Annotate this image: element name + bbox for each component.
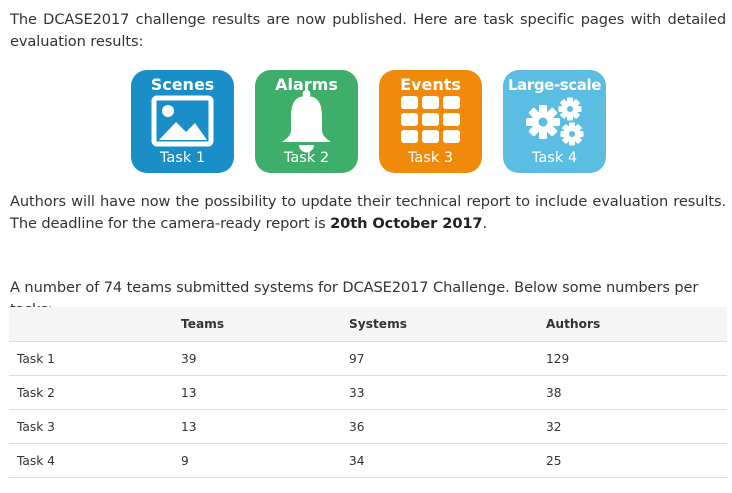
- tile-task-label: Task 2: [283, 150, 330, 166]
- cell-task: Task 2: [9, 375, 173, 410]
- cell-authors: 129: [538, 341, 727, 376]
- cell-systems: 33: [341, 375, 538, 410]
- bell-icon: [282, 90, 331, 153]
- header-authors: Authors: [538, 307, 727, 342]
- cell-task: Task 1: [9, 341, 173, 376]
- task2-alarms-tile[interactable]: Alarms Task 2: [255, 70, 358, 173]
- cell-authors: 25: [538, 443, 727, 478]
- tile-title: Alarms: [275, 75, 338, 94]
- cell-teams: 13: [173, 409, 341, 444]
- cell-teams: 39: [173, 341, 341, 376]
- header-systems: Systems: [341, 307, 538, 342]
- image-icon: [151, 95, 214, 147]
- authors-note-end: .: [482, 215, 488, 232]
- results-table: Teams Systems Authors Task 1 39 97 129 T…: [9, 307, 727, 478]
- header-task: [9, 307, 173, 342]
- table-header-row: Teams Systems Authors: [9, 307, 727, 342]
- cell-teams: 9: [173, 443, 341, 478]
- authors-note-text: Authors will have now the possibility to…: [10, 193, 726, 232]
- table-row: Task 2 13 33 38: [9, 375, 727, 410]
- deadline-date: 20th October 2017: [330, 215, 483, 232]
- cell-systems: 97: [341, 341, 538, 376]
- table-row: Task 3 13 36 32: [9, 409, 727, 444]
- task4-large-scale-tile[interactable]: Large-scale: [503, 70, 606, 173]
- tile-title: Large-scale: [507, 76, 602, 94]
- tile-title: Events: [400, 75, 461, 94]
- table-row: Task 4 9 34 25: [9, 443, 727, 478]
- table-row: Task 1 39 97 129: [9, 341, 727, 376]
- task3-events-tile[interactable]: Events Task 3: [379, 70, 482, 173]
- intro-paragraph: The DCASE2017 challenge results are now …: [10, 11, 726, 50]
- cell-systems: 34: [341, 443, 538, 478]
- tile-task-label: Task 1: [159, 150, 206, 166]
- task1-scenes-tile[interactable]: Scenes Task 1: [131, 70, 234, 173]
- cell-task: Task 3: [9, 409, 173, 444]
- cell-authors: 32: [538, 409, 727, 444]
- cell-authors: 38: [538, 375, 727, 410]
- gears-icon: [526, 97, 584, 146]
- tile-task-label: Task 4: [531, 150, 578, 166]
- grid-icon: [401, 96, 460, 143]
- tile-task-label: Task 3: [407, 150, 454, 166]
- cell-task: Task 4: [9, 443, 173, 478]
- authors-note-paragraph: Authors will have now the possibility to…: [10, 191, 726, 235]
- cell-systems: 36: [341, 409, 538, 444]
- cell-teams: 13: [173, 375, 341, 410]
- tile-title: Scenes: [150, 75, 215, 94]
- header-teams: Teams: [173, 307, 341, 342]
